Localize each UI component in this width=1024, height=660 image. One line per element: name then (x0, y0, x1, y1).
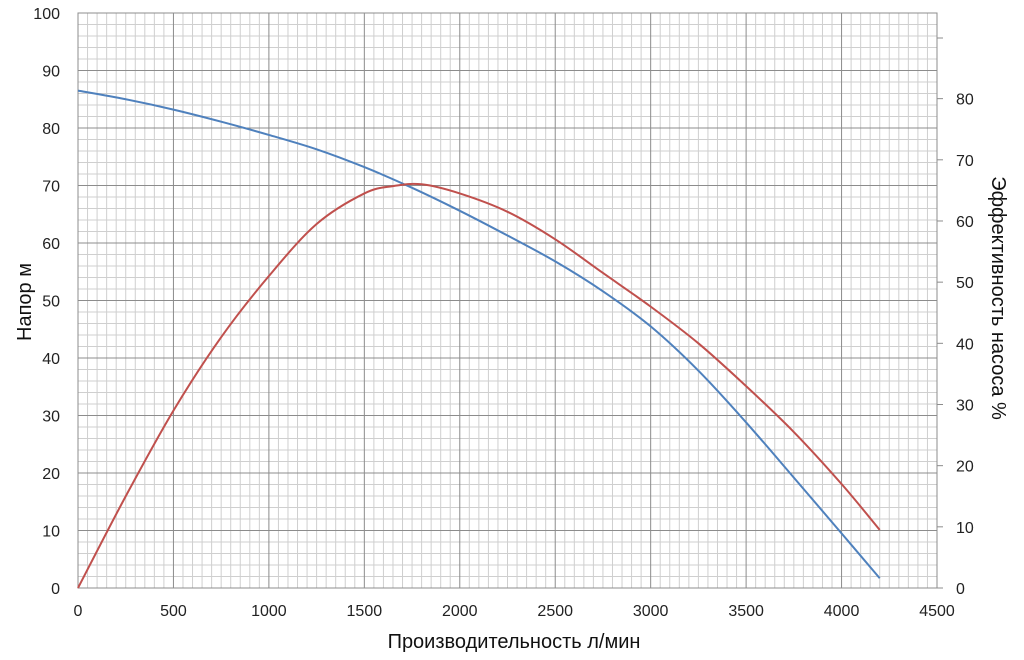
y-tick-label: 40 (42, 351, 60, 368)
y-tick-label: 30 (42, 409, 60, 426)
x-tick-label: 0 (74, 603, 83, 620)
x-tick-label: 2500 (537, 603, 573, 620)
y2-axis-title: Эффективность насоса % (987, 176, 1009, 420)
x-tick-labels: 0 500 1000 1500 2000 2500 3000 3500 4000 4500 (74, 603, 955, 620)
x-tick-label: 3500 (728, 603, 764, 620)
y-tick-label: 70 (42, 179, 60, 196)
y-tick-label: 60 (42, 236, 60, 253)
y-tick-label: 80 (42, 121, 60, 138)
y-tick-label: 10 (42, 524, 60, 541)
y2-tick-label: 30 (956, 397, 974, 414)
x-tick-label: 2000 (442, 603, 478, 620)
y2-tick-label: 50 (956, 275, 974, 292)
y2-tick-label: 60 (956, 214, 974, 231)
y2-tick-label: 70 (956, 153, 974, 170)
y-tick-label: 0 (51, 581, 60, 598)
y2-tick-labels: 0 10 20 30 40 50 60 70 80 (937, 37, 974, 598)
x-tick-label: 3000 (633, 603, 669, 620)
x-tick-label: 1500 (347, 603, 383, 620)
y-tick-label: 100 (33, 6, 60, 23)
y-tick-labels: 0 10 20 30 40 50 60 70 80 90 100 (33, 6, 60, 598)
y-tick-label: 20 (42, 466, 60, 483)
major-gridlines (78, 13, 937, 588)
y2-tick-label: 0 (956, 581, 965, 598)
y2-tick-label: 80 (956, 92, 974, 109)
y-tick-label: 90 (42, 64, 60, 81)
plot-area-border (77, 12, 938, 589)
y2-tick-label: 40 (956, 336, 974, 353)
efficiency-curve (77, 182, 881, 589)
series-layer (77, 89, 881, 589)
x-axis-title: Производительность л/мин (388, 631, 641, 653)
y-tick-label: 50 (42, 294, 60, 311)
x-tick-label: 4500 (919, 603, 955, 620)
y2-tick-label: 20 (956, 459, 974, 476)
x-tick-label: 500 (160, 603, 187, 620)
x-tick-label: 4000 (824, 603, 860, 620)
x-tick-label: 1000 (251, 603, 287, 620)
y2-tick-label: 10 (956, 520, 974, 537)
head-curve (77, 89, 881, 579)
y-axis-title: Напор м (14, 263, 36, 341)
